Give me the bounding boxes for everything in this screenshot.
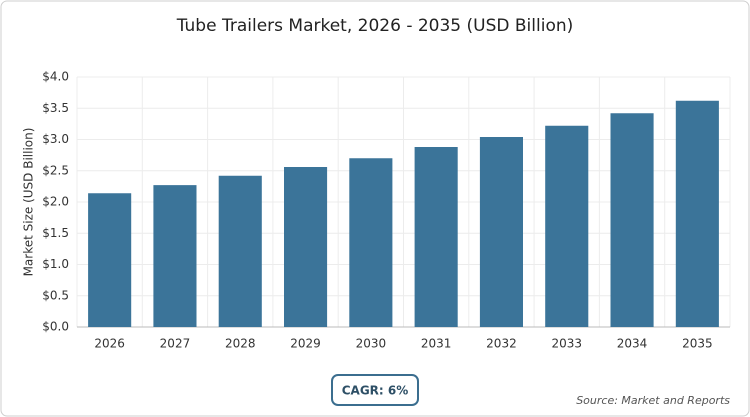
y-tick-label: $3.0 (42, 132, 69, 146)
bar (610, 113, 654, 327)
x-tick-label: 2033 (551, 337, 582, 351)
x-tick-label: 2031 (421, 337, 452, 351)
bar (545, 125, 589, 327)
y-tick-label: $1.0 (42, 257, 69, 271)
x-tick-label: 2026 (94, 337, 125, 351)
cagr-text: CAGR: 6% (342, 384, 409, 398)
cagr-badge (331, 374, 419, 406)
x-tick-label: 2029 (290, 337, 321, 351)
y-axis-label: Market Size (USD Billion) (22, 128, 36, 277)
x-tick-label: 2028 (225, 337, 256, 351)
y-tick-label: $0.0 (42, 320, 69, 334)
bar (349, 158, 393, 327)
source-note: Source: Market and Reports (576, 394, 730, 407)
bar (414, 147, 458, 327)
y-tick-label: $2.0 (42, 195, 69, 209)
bar (218, 175, 262, 327)
y-tick-label: $1.5 (42, 226, 69, 240)
bar (88, 193, 132, 327)
bar (675, 100, 719, 327)
y-tick-label: $4.0 (42, 70, 69, 84)
x-tick-label: 2032 (486, 337, 517, 351)
x-tick-label: 2034 (617, 337, 648, 351)
y-tick-label: $3.5 (42, 101, 69, 115)
bar (479, 137, 523, 327)
y-tick-label: $0.5 (42, 288, 69, 302)
x-tick-label: 2030 (356, 337, 387, 351)
chart-title: Tube Trailers Market, 2026 - 2035 (USD B… (176, 16, 574, 36)
y-tick-label: $2.5 (42, 163, 69, 177)
x-tick-label: 2027 (160, 337, 191, 351)
bar (153, 185, 197, 327)
bar (284, 167, 328, 327)
x-tick-label: 2035 (682, 337, 713, 351)
